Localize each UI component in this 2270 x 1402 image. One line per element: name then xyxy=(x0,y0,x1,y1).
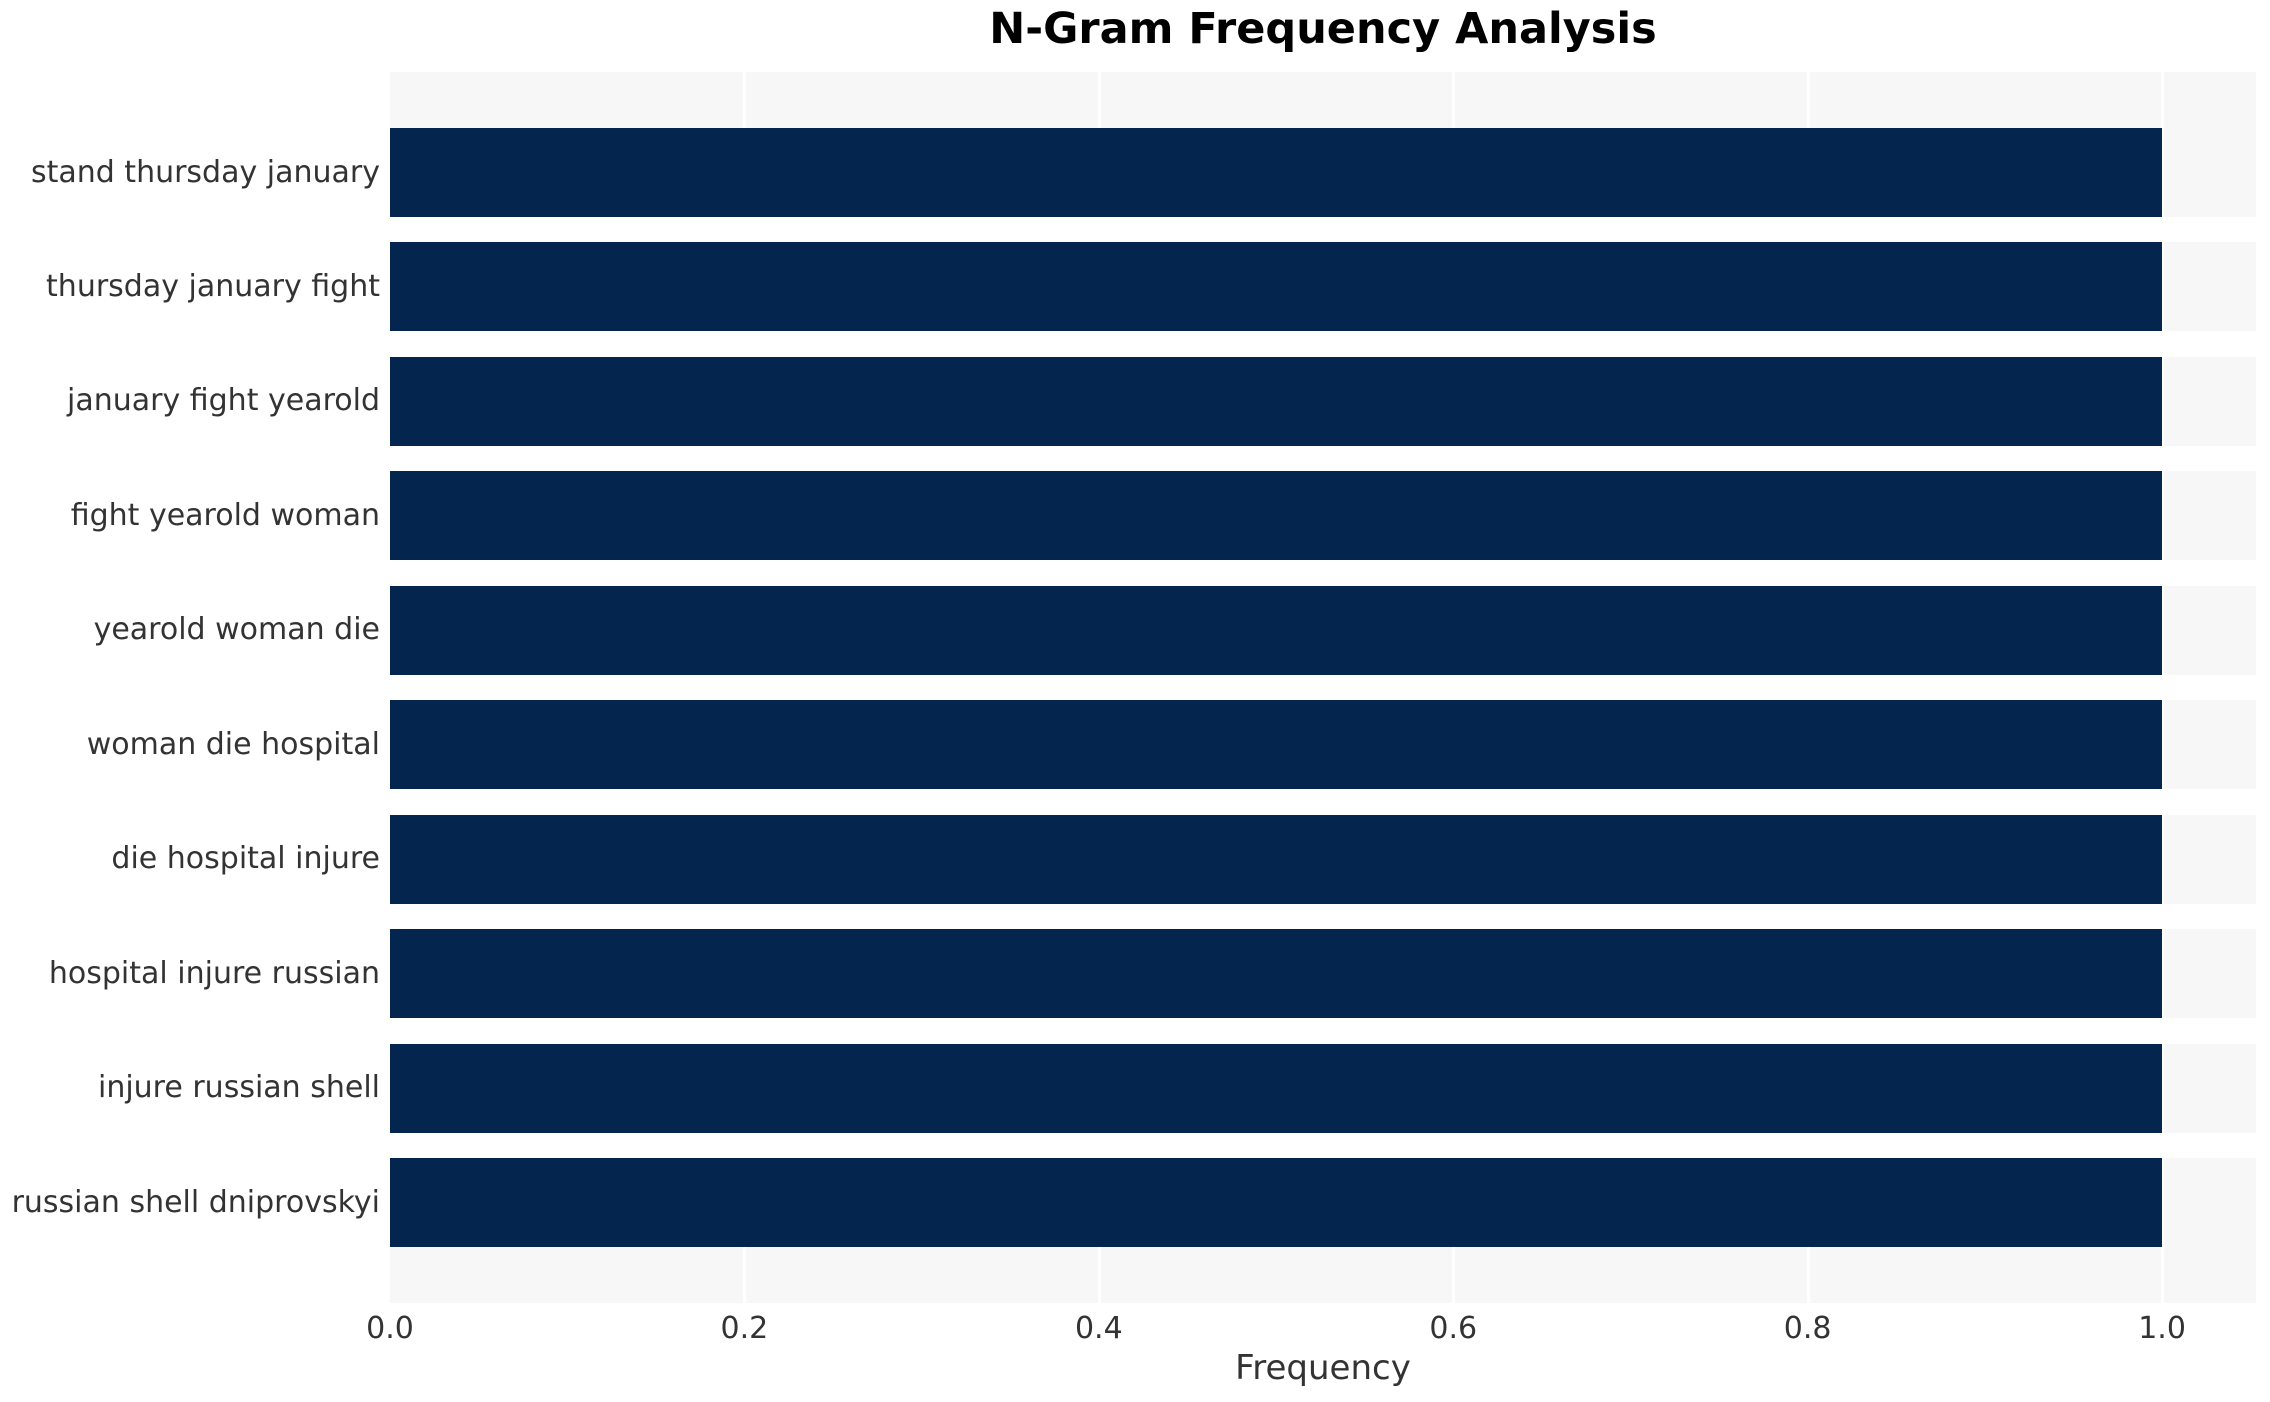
y-axis-label: thursday january fight xyxy=(46,268,380,304)
bar-gap xyxy=(390,217,2256,243)
bar xyxy=(390,242,2163,332)
y-axis-label: yearold woman die xyxy=(93,612,380,648)
x-tick-label: 0.6 xyxy=(1429,1311,1478,1346)
plot-area xyxy=(390,72,2256,1303)
bar-gap xyxy=(390,560,2256,586)
y-axis-label: injure russian shell xyxy=(97,1070,380,1106)
bar xyxy=(390,128,2163,217)
y-axis-label: hospital injure russian xyxy=(48,955,380,991)
x-axis-label: Frequency xyxy=(1235,1348,1411,1388)
bar xyxy=(390,585,2163,675)
x-tick-label: 0.4 xyxy=(1074,1311,1123,1346)
y-axis-label: fight yearold woman xyxy=(70,497,380,533)
bar-gap xyxy=(390,331,2256,357)
bar-gap xyxy=(390,674,2256,701)
bar xyxy=(390,700,2163,790)
bar-gap xyxy=(390,1018,2256,1044)
x-tick-label: 0.2 xyxy=(720,1311,769,1346)
y-axis-label: january fight yearold xyxy=(66,383,380,419)
bar xyxy=(390,1158,2163,1247)
bar xyxy=(390,356,2163,446)
x-tick-label: 1.0 xyxy=(2138,1311,2186,1346)
y-axis-label: die hospital injure xyxy=(111,841,380,877)
y-axis-label: russian shell dniprovskyi xyxy=(11,1184,380,1220)
x-tick-label: 0.0 xyxy=(366,1311,414,1346)
bar-gap xyxy=(390,789,2256,815)
chart-title: N-Gram Frequency Analysis xyxy=(989,4,1657,54)
y-axis-label: stand thursday january xyxy=(30,154,380,190)
x-tick-label: 0.8 xyxy=(1783,1311,1832,1346)
bar-gap xyxy=(390,445,2256,472)
bar xyxy=(390,471,2163,561)
bar xyxy=(390,929,2163,1019)
y-axis-label: woman die hospital xyxy=(86,726,380,762)
bar xyxy=(390,814,2163,904)
bar-gap xyxy=(390,903,2256,930)
bar xyxy=(390,1043,2163,1133)
bar-gap xyxy=(390,1132,2256,1158)
